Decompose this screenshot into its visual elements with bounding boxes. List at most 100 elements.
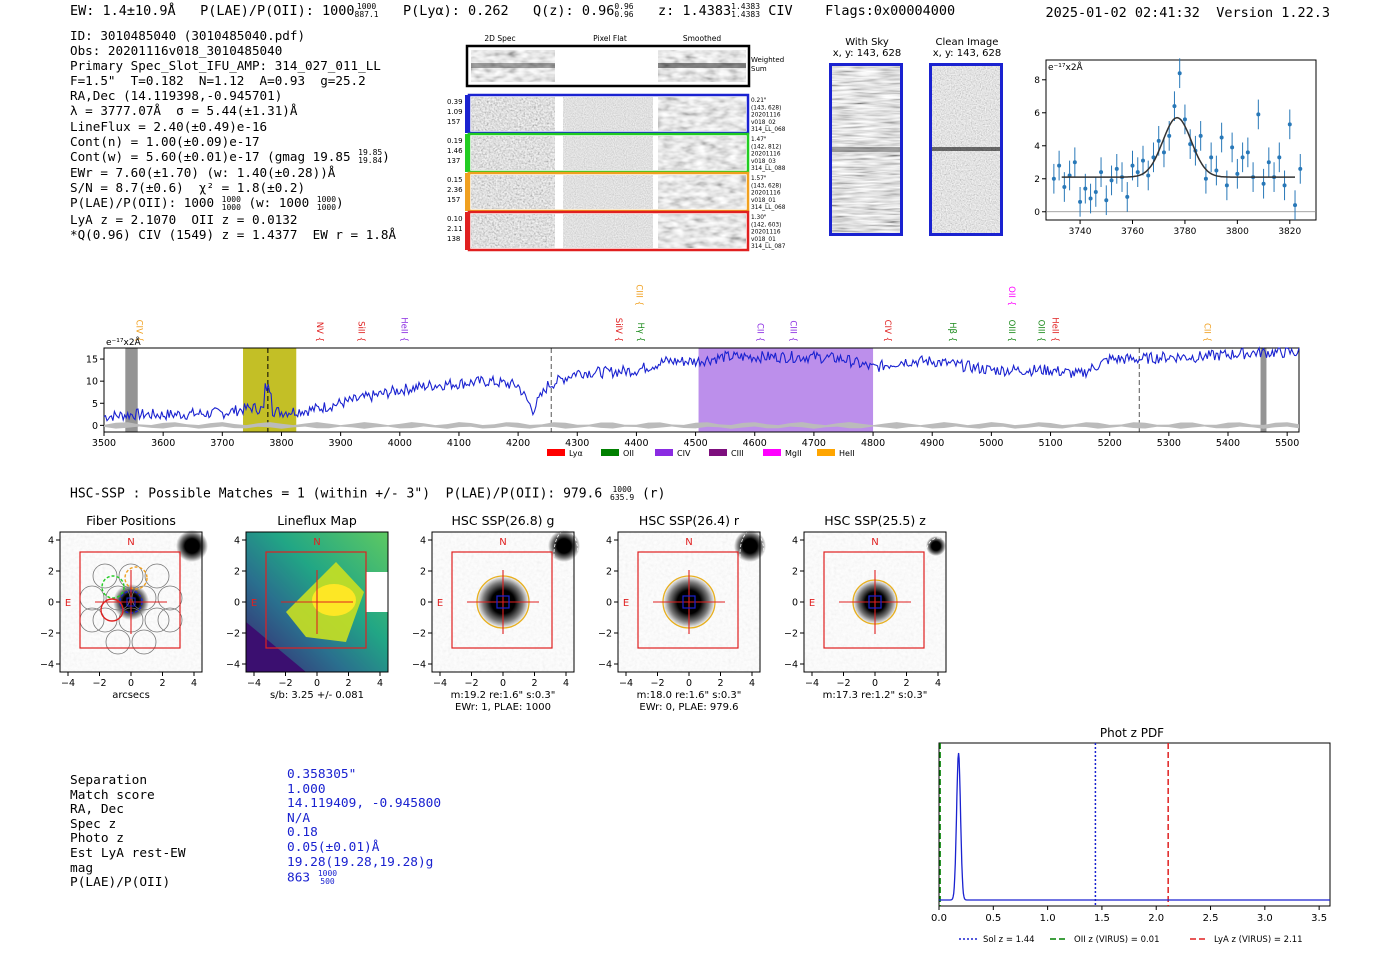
spec2d-row-0-left-2: 157 — [447, 118, 460, 126]
spectrum-frame — [103, 347, 1300, 433]
photz-xtick: 2.0 — [1148, 913, 1164, 924]
fiber-circle — [144, 563, 170, 589]
spectrum-xtick: 4800 — [861, 438, 885, 449]
fit-point — [1161, 150, 1166, 155]
hsc-xtick: −2 — [92, 678, 106, 689]
center-box — [496, 595, 510, 609]
spec2d-header-flat: Pixel Flat — [593, 34, 627, 43]
spec2d-row-1-left-2: 137 — [447, 157, 460, 165]
spec2d-header-2d: 2D Spec — [484, 34, 515, 43]
hsc-xtick: −4 — [433, 678, 447, 689]
fit-point — [1172, 104, 1177, 109]
spec2d-row-2-right-0: 1.57" — [751, 176, 767, 182]
hsc-xtick: 2 — [345, 678, 351, 689]
spectrum-ytick: 0 — [92, 421, 98, 432]
weighted-smoothed-image — [658, 50, 746, 82]
photz-xtick: 1.0 — [1040, 913, 1056, 924]
version: Version 1.22.3 — [1216, 5, 1330, 21]
hsc-xtick: 2 — [717, 678, 723, 689]
hsc-panel-title: HSC SSP(26.8) g — [452, 513, 555, 528]
hsc-stamps: Fiber Positions N E −4 −4 −2 −2 0 0 2 2 4 4 arcsecs Li… — [40, 513, 951, 713]
photz-frame — [938, 742, 1331, 907]
fit-point — [1198, 133, 1203, 138]
header-right: 2025-01-02 02:41:32 Version 1.22.3 — [1046, 5, 1331, 21]
fit-point — [1146, 173, 1151, 178]
fit-point — [1167, 133, 1172, 138]
fit-point — [1182, 117, 1187, 122]
fit-point — [1051, 176, 1056, 181]
fit-point — [1072, 160, 1077, 165]
photz-xtick: 0.5 — [985, 913, 1001, 924]
fiber-circle — [131, 629, 157, 655]
qz-value: Q(z): 0.96 — [533, 3, 615, 19]
neighbor-blob — [176, 530, 208, 562]
hsc-ytick: 0 — [234, 598, 240, 609]
plya-value: P(Lyα): 0.262 — [402, 3, 509, 19]
shaded-region-3 — [1260, 348, 1267, 432]
fit-point — [1151, 155, 1156, 160]
fit-point — [1188, 142, 1193, 147]
info-cont-n: Cont(n) = 1.00(±0.09)e-17 — [70, 133, 260, 149]
hsc-xtick: −4 — [61, 678, 75, 689]
hsc-ytick: 2 — [606, 567, 612, 578]
weighted-2d-image — [471, 50, 555, 82]
plae-header: P(LAE)/P(OII): 1000 — [200, 3, 355, 19]
line-marker-15: CII { — [1201, 323, 1211, 342]
fit-point — [1062, 185, 1067, 190]
fit-point — [1083, 186, 1088, 191]
info-q-line: *Q(0.96) CIV (1549) z = 1.4377 EW r = 1.… — [70, 227, 397, 243]
shaded-region-2 — [125, 348, 138, 432]
compass-e: E — [623, 598, 629, 609]
spec2d-row-3-2d — [471, 214, 555, 248]
hsc-caption: m:18.0 re:1.6" s:0.3" — [637, 690, 742, 701]
search-box — [637, 551, 739, 649]
hsc-xtick: 0 — [314, 678, 320, 689]
fit-point — [1203, 176, 1208, 181]
legend-label-4: MgII — [785, 449, 802, 458]
fit-point — [1293, 203, 1298, 208]
line-marker-9: CIV { — [882, 320, 892, 342]
spec2d-row-1-left-0: 0.19 — [447, 137, 463, 145]
fit-frame — [1045, 59, 1317, 221]
spec2d-row-3-flat — [563, 214, 653, 248]
match-value-specz: N/A — [287, 810, 311, 826]
spec2d-row-0-left-1: 1.09 — [447, 108, 463, 116]
spectrum-xtick: 4300 — [565, 438, 589, 449]
fit-xtick: 3760 — [1121, 227, 1144, 235]
spec2d-row-1-right-1: (142, 812) — [751, 144, 781, 150]
fit-point — [1209, 155, 1214, 160]
hsc-ytick: −2 — [40, 629, 54, 640]
spec2d-row-1-left-1: 1.46 — [447, 147, 463, 155]
photz-pdf-curve — [939, 752, 1330, 901]
fit-point — [1057, 163, 1062, 168]
spec2d-row-0-right-4: 314_LL_068 — [751, 127, 786, 133]
hsc-panel-title: Lineflux Map — [277, 513, 357, 528]
hsc-panel-1: Lineflux Map N E −4 −4 −2 −2 0 0 2 2 4 4 s/b: 3.25 +/… — [226, 513, 389, 701]
fit-point — [1135, 170, 1140, 175]
spectrum-xtick: 4900 — [920, 438, 944, 449]
fit-point — [1093, 189, 1098, 194]
legend-swatch-4 — [763, 449, 781, 456]
hsc-ytick: −2 — [784, 629, 798, 640]
fit-point — [1088, 196, 1093, 201]
spec2d-row-3-right-0: 1.30" — [751, 215, 767, 221]
photz-xtick: 3.0 — [1257, 913, 1273, 924]
hsc-xtick: 0 — [500, 678, 506, 689]
fit-ytick: 2 — [1034, 175, 1040, 185]
photz-legend-label-2: LyA z (VIRUS) = 2.11 — [1214, 935, 1303, 945]
legend-label-0: Lyα — [569, 449, 583, 458]
fiber-red — [100, 598, 124, 622]
legend-swatch-1 — [601, 449, 619, 456]
photz-pdf-chart: Phot z PDF 0.0 0.5 1.0 1.5 2.0 2.5 3.0 3.5 Sol z… — [931, 726, 1331, 945]
spec2d-row-2-smoothed — [658, 175, 746, 209]
compass-n: N — [127, 537, 134, 548]
spec2d-row-3-tick — [465, 212, 468, 250]
fit-ytick: 0 — [1034, 208, 1040, 218]
fiber-green — [101, 575, 125, 599]
info-fiber: F=1.5" T=0.182 N=1.12 A=0.93 g=25.2 — [70, 73, 366, 89]
hsc-summary: HSC-SSP : Possible Matches = 1 (within +… — [70, 485, 666, 502]
fit-point — [1261, 181, 1266, 186]
line-marker-5: CIII { — [633, 284, 643, 306]
hsc-ytick: 0 — [792, 598, 798, 609]
hsc-xtick: 0 — [872, 678, 878, 689]
